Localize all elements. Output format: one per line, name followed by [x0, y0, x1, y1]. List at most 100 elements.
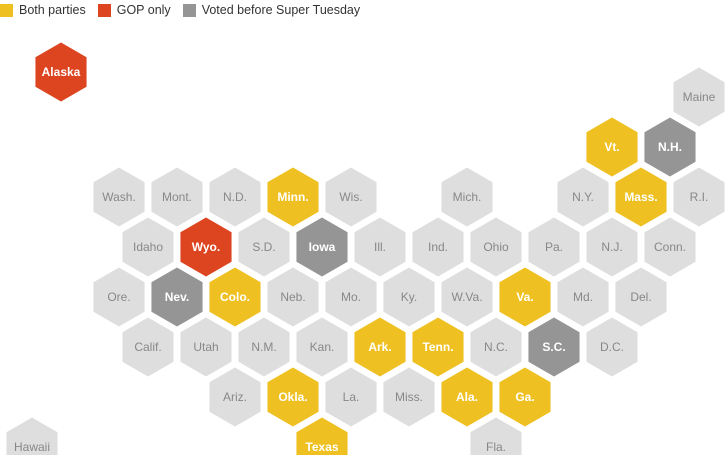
label-mich: Mich. — [453, 190, 482, 204]
label-sc: S.C. — [542, 340, 565, 354]
hex-tenn — [412, 317, 464, 377]
state-fla: Fla. — [470, 417, 522, 455]
hex-wis — [325, 167, 377, 227]
label-nm: N.M. — [251, 340, 276, 354]
state-la: La. — [325, 367, 377, 427]
legend-label-both: Both parties — [19, 3, 86, 17]
hex-nh — [644, 117, 696, 177]
label-nd: N.D. — [223, 190, 247, 204]
hex-utah — [180, 317, 232, 377]
hex-pa — [528, 217, 580, 277]
state-nev: Nev. — [151, 267, 203, 327]
label-texas: Texas — [305, 440, 338, 454]
hex-ill — [354, 217, 406, 277]
state-nc: N.C. — [470, 317, 522, 377]
state-ri: R.I. — [673, 167, 725, 227]
state-nh: N.H. — [644, 117, 696, 177]
hex-nj — [586, 217, 638, 277]
state-ga: Ga. — [499, 367, 551, 427]
state-wis: Wis. — [325, 167, 377, 227]
hex-ga — [499, 367, 551, 427]
state-nm: N.M. — [238, 317, 290, 377]
hex-iowa — [296, 217, 348, 277]
state-ky: Ky. — [383, 267, 435, 327]
label-wash: Wash. — [102, 190, 136, 204]
label-okla: Okla. — [278, 390, 307, 404]
state-vt: Vt. — [586, 117, 638, 177]
state-sd: S.D. — [238, 217, 290, 277]
state-minn: Minn. — [267, 167, 319, 227]
hex-sc — [528, 317, 580, 377]
hex-neb — [267, 267, 319, 327]
label-maine: Maine — [683, 90, 716, 104]
hex-va — [499, 267, 551, 327]
hex-hawaii — [6, 417, 58, 455]
label-kan: Kan. — [310, 340, 335, 354]
hex-mo — [325, 267, 377, 327]
hex-idaho — [122, 217, 174, 277]
label-miss: Miss. — [395, 390, 423, 404]
legend-item-gop: GOP only — [97, 3, 171, 17]
hex-del — [615, 267, 667, 327]
hex-dc — [586, 317, 638, 377]
hex-wash — [93, 167, 145, 227]
label-ind: Ind. — [428, 240, 448, 254]
label-ky: Ky. — [401, 290, 417, 304]
label-mont: Mont. — [162, 190, 192, 204]
hex-ind — [412, 217, 464, 277]
state-colo: Colo. — [209, 267, 261, 327]
state-calif: Calif. — [122, 317, 174, 377]
hex-kan — [296, 317, 348, 377]
label-minn: Minn. — [277, 190, 308, 204]
label-conn: Conn. — [654, 240, 686, 254]
label-sd: S.D. — [252, 240, 275, 254]
hex-conn — [644, 217, 696, 277]
label-ariz: Ariz. — [223, 390, 247, 404]
label-fla: Fla. — [486, 440, 506, 454]
label-nev: Nev. — [165, 290, 189, 304]
state-miss: Miss. — [383, 367, 435, 427]
legend-label-before: Voted before Super Tuesday — [201, 3, 361, 17]
label-vt: Vt. — [604, 140, 619, 154]
state-alaska: Alaska — [35, 42, 87, 102]
label-pa: Pa. — [545, 240, 563, 254]
state-ohio: Ohio — [470, 217, 522, 277]
state-del: Del. — [615, 267, 667, 327]
state-nj: N.J. — [586, 217, 638, 277]
label-ill: Ill. — [374, 240, 386, 254]
label-hawaii: Hawaii — [14, 440, 50, 454]
label-ny: N.Y. — [572, 190, 594, 204]
legend-swatch-gop — [97, 3, 111, 17]
label-md: Md. — [573, 290, 593, 304]
state-kan: Kan. — [296, 317, 348, 377]
state-ark: Ark. — [354, 317, 406, 377]
state-neb: Neb. — [267, 267, 319, 327]
state-mass: Mass. — [615, 167, 667, 227]
state-ala: Ala. — [441, 367, 493, 427]
label-mass: Mass. — [624, 190, 657, 204]
hex-nc — [470, 317, 522, 377]
state-ill: Ill. — [354, 217, 406, 277]
hex-minn — [267, 167, 319, 227]
hex-alaska — [35, 42, 87, 102]
legend-swatch-both — [0, 3, 13, 17]
state-dc: D.C. — [586, 317, 638, 377]
label-mo: Mo. — [341, 290, 361, 304]
label-nh: N.H. — [658, 140, 682, 154]
state-wva: W.Va. — [441, 267, 493, 327]
state-mo: Mo. — [325, 267, 377, 327]
hex-ky — [383, 267, 435, 327]
label-la: La. — [343, 390, 360, 404]
state-hawaii: Hawaii — [6, 417, 58, 455]
state-ore: Ore. — [93, 267, 145, 327]
state-idaho: Idaho — [122, 217, 174, 277]
hex-mont — [151, 167, 203, 227]
label-neb: Neb. — [280, 290, 305, 304]
state-va: Va. — [499, 267, 551, 327]
legend-swatch-before — [182, 3, 196, 17]
hex-nd — [209, 167, 261, 227]
state-ind: Ind. — [412, 217, 464, 277]
label-del: Del. — [630, 290, 651, 304]
hex-ark — [354, 317, 406, 377]
